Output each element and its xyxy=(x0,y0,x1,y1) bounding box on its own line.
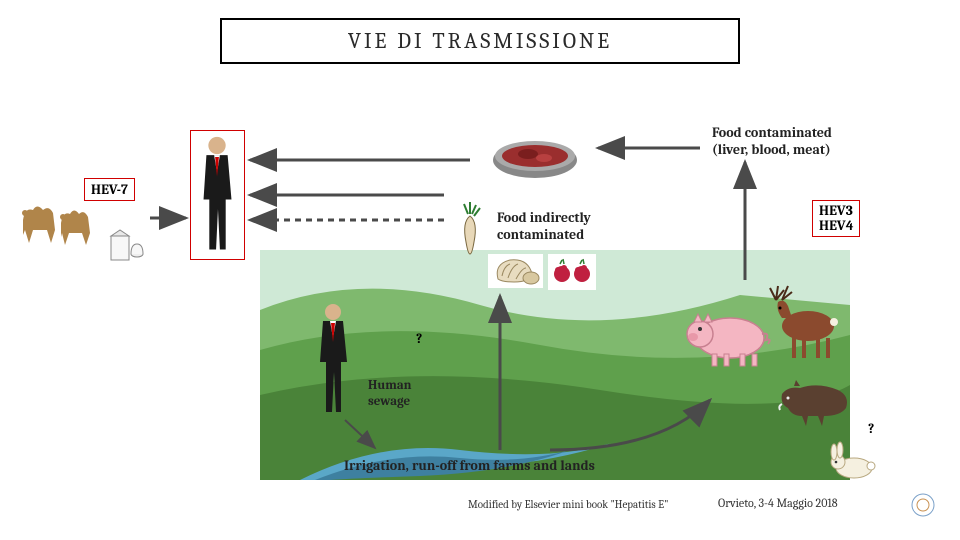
irrigation-label: Irrigation, run-off from farms and lands xyxy=(344,458,595,475)
food-indirect-l2: contaminated xyxy=(497,226,584,243)
title-text: VIE DI TRASMISSIONE xyxy=(348,28,612,54)
person-suit-1 xyxy=(190,130,245,260)
raspberry-icon xyxy=(548,254,596,290)
food-contaminated-l1: Food contaminated xyxy=(712,124,832,141)
shellfish-icon xyxy=(488,254,543,288)
root-vegetable-icon xyxy=(450,202,490,257)
citation-text: Modified by Elsevier mini book "Hepatiti… xyxy=(468,498,668,511)
rabbit-icon xyxy=(824,438,880,482)
human-sewage-label: Human sewage xyxy=(368,378,412,409)
deer-icon xyxy=(758,282,846,364)
food-indirect-l1: Food indirectly xyxy=(497,209,591,226)
human-sewage-l1: Human xyxy=(368,378,412,393)
human-sewage-l2: sewage xyxy=(368,394,410,409)
hev4-text: HEV4 xyxy=(819,217,853,234)
milk-icon xyxy=(105,226,145,264)
food-contaminated-l2: (liver, blood, meat) xyxy=(712,141,831,158)
meat-pot-icon xyxy=(480,128,590,186)
person-suit-2 xyxy=(308,300,358,418)
title-box: VIE DI TRASMISSIONE xyxy=(220,18,740,64)
food-contaminated-label: Food contaminated (liver, blood, meat) xyxy=(712,125,832,159)
question-mark-2: ? xyxy=(868,420,874,437)
logo-icon xyxy=(910,492,936,518)
food-indirect-label: Food indirectly contaminated xyxy=(497,210,591,244)
boar-icon xyxy=(768,372,858,428)
camel-icon xyxy=(15,195,105,245)
hev34-label: HEV3 HEV4 xyxy=(812,200,860,237)
question-mark-1: ? xyxy=(416,330,422,347)
footer-text: Orvieto, 3-4 Maggio 2018 xyxy=(718,496,838,510)
